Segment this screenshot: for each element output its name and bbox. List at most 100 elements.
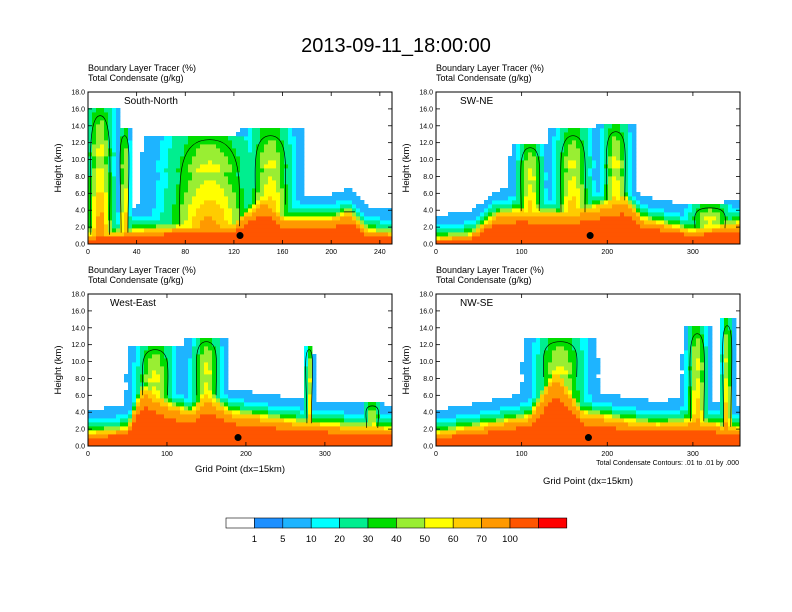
field-cell xyxy=(96,414,101,419)
field-cell xyxy=(228,418,233,423)
field-cell xyxy=(256,410,261,415)
field-cell xyxy=(276,228,281,233)
field-cell xyxy=(132,228,137,233)
field-cell xyxy=(292,422,297,427)
field-cell xyxy=(120,228,125,233)
field-cell xyxy=(248,152,253,157)
field-cell xyxy=(296,136,301,141)
field-cell xyxy=(720,228,725,233)
field-cell xyxy=(496,430,501,435)
field-cell xyxy=(220,152,225,157)
field-cell xyxy=(508,232,513,237)
field-cell xyxy=(104,236,109,241)
field-cell xyxy=(508,180,513,185)
field-cell xyxy=(472,216,477,221)
field-cell xyxy=(512,212,517,217)
field-cell xyxy=(728,232,733,237)
field-cell xyxy=(228,144,233,149)
field-cell xyxy=(284,430,289,435)
field-cell xyxy=(544,418,549,423)
field-cell xyxy=(176,216,181,221)
field-cell xyxy=(472,236,477,241)
field-cell xyxy=(480,414,485,419)
field-cell xyxy=(256,394,261,399)
field-cell xyxy=(172,426,177,431)
condensate-contour xyxy=(179,139,240,227)
field-cell xyxy=(324,406,329,411)
field-cell xyxy=(520,180,525,185)
field-cell xyxy=(216,394,221,399)
field-cell xyxy=(312,196,317,201)
field-cell xyxy=(336,422,341,427)
field-cell xyxy=(144,402,149,407)
field-cell xyxy=(268,232,273,237)
field-cell xyxy=(164,224,169,229)
field-cell xyxy=(300,216,305,221)
field-cell xyxy=(168,188,173,193)
field-cell xyxy=(576,140,581,145)
field-cell xyxy=(96,132,101,137)
field-cell xyxy=(352,200,357,205)
field-cell xyxy=(520,402,525,407)
field-cell xyxy=(164,200,169,205)
field-cell xyxy=(596,160,601,165)
field-cell xyxy=(168,418,173,423)
field-cell xyxy=(256,184,261,189)
field-cell xyxy=(484,418,489,423)
field-cell xyxy=(172,422,177,427)
field-cell xyxy=(180,188,185,193)
field-cell xyxy=(664,232,669,237)
field-cell xyxy=(88,422,93,427)
field-cell xyxy=(492,236,497,241)
field-cell xyxy=(252,176,257,181)
field-cell xyxy=(376,430,381,435)
field-cell xyxy=(548,212,553,217)
field-cell xyxy=(256,128,261,133)
field-cell xyxy=(252,204,257,209)
field-cell xyxy=(156,236,161,241)
field-cell xyxy=(92,140,97,145)
field-cell xyxy=(696,236,701,241)
field-cell xyxy=(520,224,525,229)
field-cell xyxy=(616,124,621,129)
field-cell xyxy=(96,430,101,435)
field-cell xyxy=(548,224,553,229)
field-cell xyxy=(600,184,605,189)
field-cell xyxy=(532,338,537,343)
field-cell xyxy=(672,240,677,245)
field-cell xyxy=(348,188,353,193)
field-cell xyxy=(176,240,181,245)
field-cell xyxy=(152,160,157,165)
field-cell xyxy=(576,220,581,225)
field-cell xyxy=(212,172,217,177)
field-cell xyxy=(144,422,149,427)
field-cell xyxy=(628,128,633,133)
field-cell xyxy=(596,124,601,129)
field-cell xyxy=(200,338,205,343)
field-cell xyxy=(276,204,281,209)
field-cell xyxy=(124,390,129,395)
field-cell xyxy=(104,176,109,181)
field-cell xyxy=(152,156,157,161)
field-cell xyxy=(288,136,293,141)
field-cell xyxy=(160,168,165,173)
field-cell xyxy=(524,362,529,367)
field-cell xyxy=(100,156,105,161)
field-cell xyxy=(504,430,509,435)
field-cell xyxy=(616,240,621,245)
field-cell xyxy=(548,426,553,431)
field-cell xyxy=(620,224,625,229)
field-cell xyxy=(584,208,589,213)
field-cell xyxy=(280,426,285,431)
field-cell xyxy=(556,212,561,217)
field-cell xyxy=(272,200,277,205)
field-cell xyxy=(224,346,229,351)
field-cell xyxy=(280,188,285,193)
field-cell xyxy=(236,406,241,411)
field-cell xyxy=(176,212,181,217)
field-cell xyxy=(624,132,629,137)
field-cell xyxy=(312,370,317,375)
field-cell xyxy=(580,140,585,145)
field-cell xyxy=(184,418,189,423)
field-cell xyxy=(164,240,169,245)
